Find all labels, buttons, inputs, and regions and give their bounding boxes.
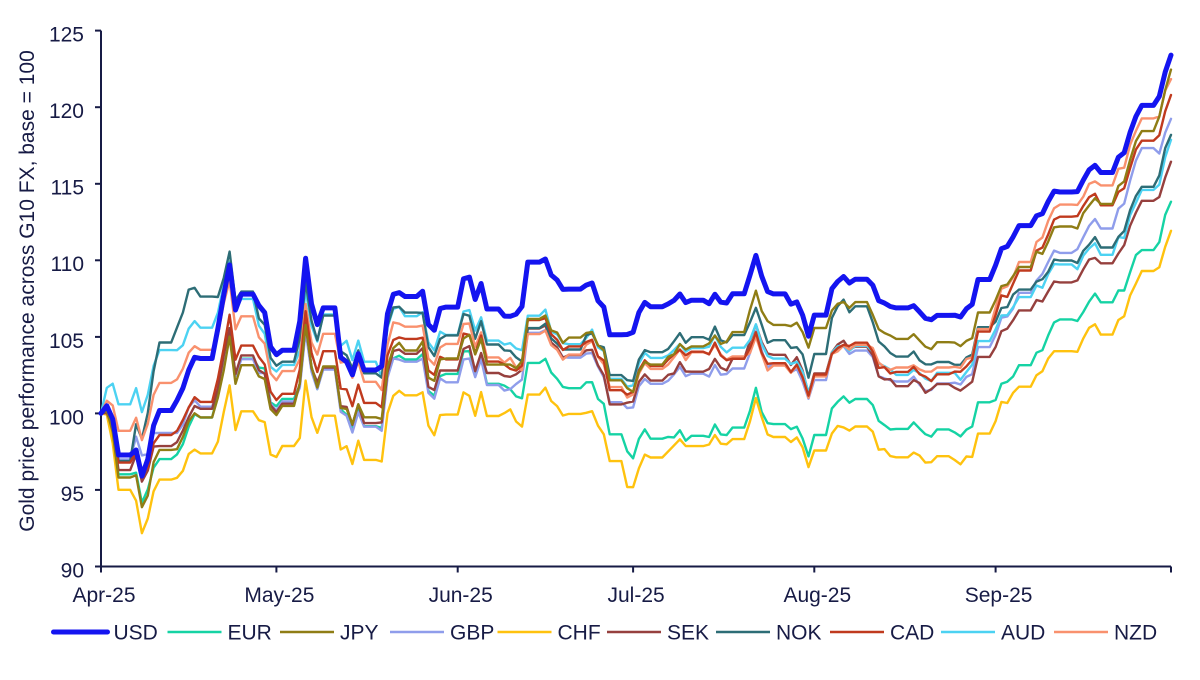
svg-text:90: 90	[61, 559, 84, 582]
svg-text:CAD: CAD	[890, 622, 934, 645]
svg-text:Jul-25: Jul-25	[607, 584, 664, 607]
svg-text:GBP: GBP	[450, 622, 494, 645]
svg-text:JPY: JPY	[340, 622, 379, 645]
svg-text:95: 95	[61, 483, 84, 506]
svg-text:Gold price performance across: Gold price performance across G10 FX, ba…	[16, 50, 39, 532]
svg-text:120: 120	[49, 100, 84, 123]
svg-text:USD: USD	[114, 622, 158, 645]
svg-text:Aug-25: Aug-25	[783, 584, 851, 607]
svg-text:125: 125	[49, 24, 84, 47]
svg-text:SEK: SEK	[667, 622, 709, 645]
svg-text:EUR: EUR	[228, 622, 272, 645]
svg-text:115: 115	[51, 177, 84, 200]
svg-text:100: 100	[49, 406, 84, 429]
svg-text:AUD: AUD	[1001, 622, 1045, 645]
svg-text:CHF: CHF	[558, 622, 601, 645]
svg-text:NZD: NZD	[1114, 622, 1157, 645]
svg-text:NOK: NOK	[776, 622, 822, 645]
svg-text:May-25: May-25	[244, 584, 314, 607]
svg-text:Apr-25: Apr-25	[72, 584, 135, 607]
svg-text:Sep-25: Sep-25	[965, 584, 1033, 607]
svg-text:Jun-25: Jun-25	[429, 584, 493, 607]
svg-text:105: 105	[49, 330, 84, 353]
svg-text:110: 110	[51, 253, 84, 276]
